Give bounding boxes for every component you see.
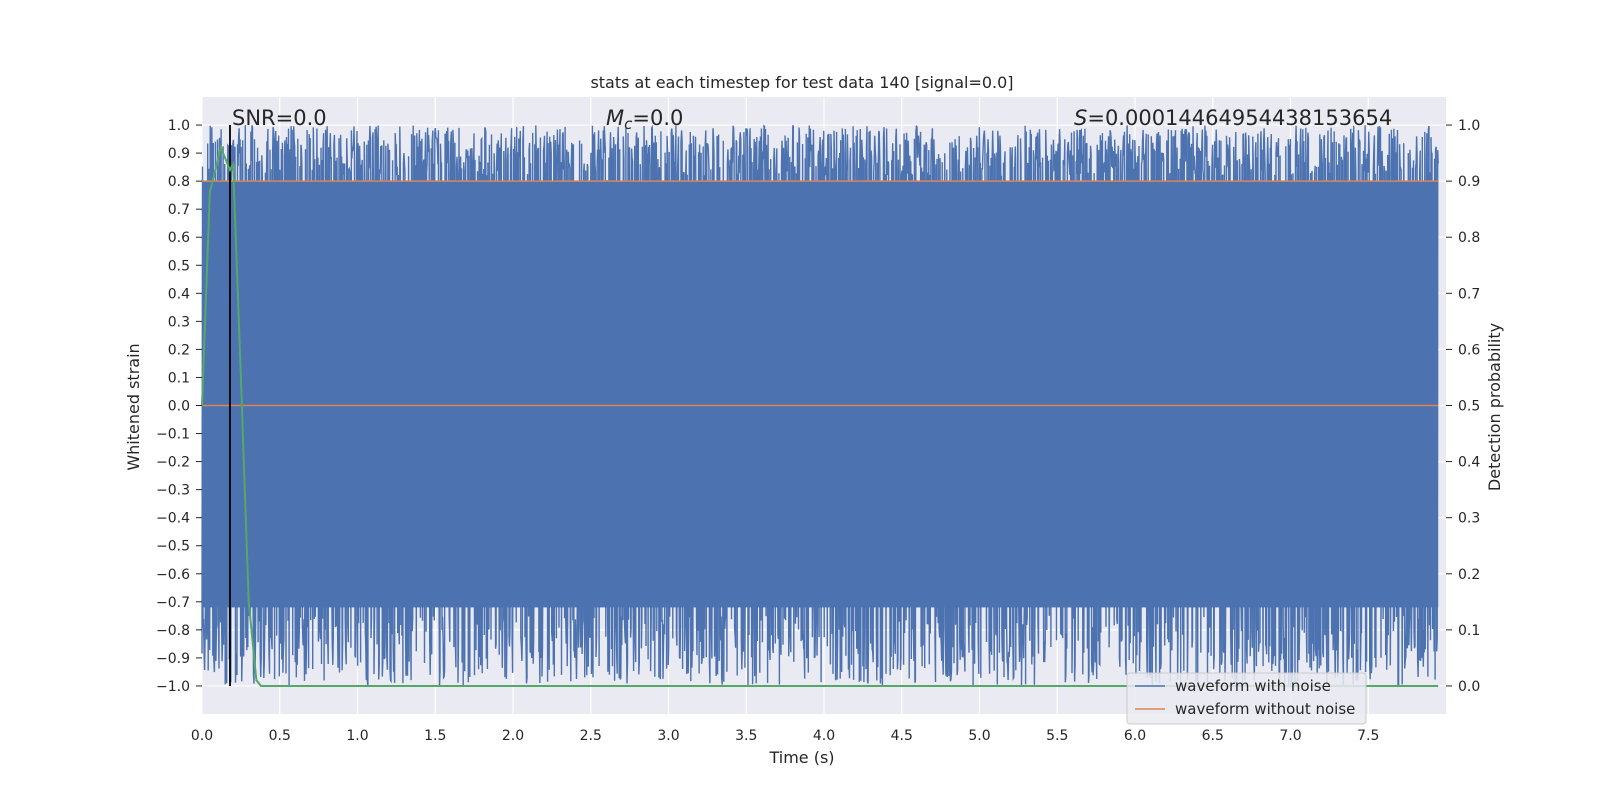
x-tick-label: 6.0 bbox=[1124, 728, 1146, 744]
detection-probability-line bbox=[201, 144, 1439, 687]
x-tick-label: 3.0 bbox=[657, 728, 679, 744]
x-tick-label: 0.0 bbox=[191, 728, 213, 744]
x-tick-label: 1.5 bbox=[424, 728, 446, 744]
y-tick-label-left: 1.0 bbox=[168, 118, 190, 134]
y-tick-label-left: −0.2 bbox=[156, 455, 190, 471]
chart-title: stats at each timestep for test data 140… bbox=[590, 73, 1013, 92]
y-tick-label-left: −0.3 bbox=[156, 483, 190, 499]
legend-box bbox=[1126, 672, 1367, 725]
y-tick-label-left: −0.1 bbox=[156, 427, 190, 443]
y-tick-label-left: 0.1 bbox=[168, 370, 190, 386]
x-ticks: 0.0 0.5 1.0 1.5 2.0 2.5 3.0 3.5 4.0 4.5 5.0 5.5 6.0 6… bbox=[191, 728, 1380, 744]
snr-annotation: SNR=0.0 bbox=[232, 106, 327, 130]
y-tick-label-right: 0.0 bbox=[1458, 679, 1480, 695]
y-tick-label-left: −0.7 bbox=[156, 595, 190, 611]
y-tick-label-right: 0.6 bbox=[1458, 342, 1480, 358]
x-tick-label: 2.5 bbox=[580, 728, 602, 744]
y-tick-label-right: 0.3 bbox=[1458, 511, 1480, 527]
chirp-mass-subscript: c bbox=[624, 115, 633, 133]
legend: waveform with noise waveform without noi… bbox=[1126, 672, 1367, 725]
y-tick-label-right: 0.9 bbox=[1458, 174, 1480, 190]
y-tick-label-left: 0.4 bbox=[168, 286, 190, 302]
y-tick-label-right: 0.8 bbox=[1458, 230, 1480, 246]
y-tick-label-left: −0.4 bbox=[156, 511, 190, 527]
y-tick-label-left: −0.5 bbox=[156, 539, 190, 555]
y-tick-label-right: 0.2 bbox=[1458, 567, 1480, 583]
y-tick-label-left: 0.6 bbox=[168, 230, 190, 246]
x-axis-label: Time (s) bbox=[768, 748, 834, 767]
y-tick-label-left: 0.8 bbox=[168, 174, 190, 190]
noise-waveform-fill bbox=[202, 181, 1439, 608]
y-tick-label-right: 1.0 bbox=[1458, 118, 1480, 134]
y-tick-label-left: 0.2 bbox=[168, 342, 190, 358]
y-ticks-right: 1.0 0.9 0.8 0.7 0.6 0.5 0.4 0.3 0.2 0.1 0.0 bbox=[1446, 118, 1480, 695]
y-tick-label-left: 0.7 bbox=[168, 202, 190, 218]
x-tick-label: 7.5 bbox=[1357, 728, 1379, 744]
y-axis-label-left: Whitened strain bbox=[124, 343, 143, 470]
x-tick-label: 6.5 bbox=[1202, 728, 1224, 744]
y-tick-label-left: 0.3 bbox=[168, 314, 190, 330]
y-tick-label-right: 0.4 bbox=[1458, 455, 1480, 471]
s-annotation: S=0.00014464954438153654 bbox=[1074, 106, 1392, 130]
y-tick-label-left: −0.6 bbox=[156, 567, 190, 583]
noise-series bbox=[201, 124, 1439, 686]
x-tick-label: 7.0 bbox=[1279, 728, 1301, 744]
x-tick-label: 3.5 bbox=[735, 728, 757, 744]
chirp-mass-value: =0.0 bbox=[632, 106, 683, 130]
x-tick-label: 5.0 bbox=[968, 728, 990, 744]
y-tick-label-right: 0.5 bbox=[1458, 399, 1480, 415]
x-tick-label: 4.5 bbox=[891, 728, 913, 744]
s-symbol: S bbox=[1074, 106, 1087, 130]
legend-label-noise: waveform with noise bbox=[1175, 677, 1331, 695]
y-tick-label-right: 0.7 bbox=[1458, 286, 1480, 302]
y-tick-label-left: 0.0 bbox=[168, 399, 190, 415]
y-ticks-left: 1.0 0.9 0.8 0.7 0.6 0.5 0.4 0.3 0.2 0.1 0.0 −0.1 −0.… bbox=[156, 118, 202, 695]
y-tick-label-left: −0.9 bbox=[156, 651, 190, 667]
y-tick-label-left: −0.8 bbox=[156, 623, 190, 639]
y-tick-label-left: 0.9 bbox=[168, 146, 190, 162]
s-value: =0.00014464954438153654 bbox=[1087, 106, 1392, 130]
x-tick-label: 2.0 bbox=[502, 728, 524, 744]
y-axis-label-right: Detection probability bbox=[1485, 323, 1504, 491]
y-tick-label-left: −1.0 bbox=[156, 679, 190, 695]
x-tick-label: 5.5 bbox=[1046, 728, 1068, 744]
chirp-mass-symbol: M bbox=[606, 106, 624, 130]
overlay-lines bbox=[201, 125, 1439, 687]
y-tick-label-right: 0.1 bbox=[1458, 623, 1480, 639]
y-tick-label-left: 0.5 bbox=[168, 258, 190, 274]
x-tick-label: 1.0 bbox=[346, 728, 368, 744]
legend-label-clean: waveform without noise bbox=[1175, 700, 1355, 718]
x-tick-label: 0.5 bbox=[269, 728, 291, 744]
chirp-mass-annotation: Mc=0.0 bbox=[606, 106, 683, 133]
x-tick-label: 4.0 bbox=[813, 728, 835, 744]
